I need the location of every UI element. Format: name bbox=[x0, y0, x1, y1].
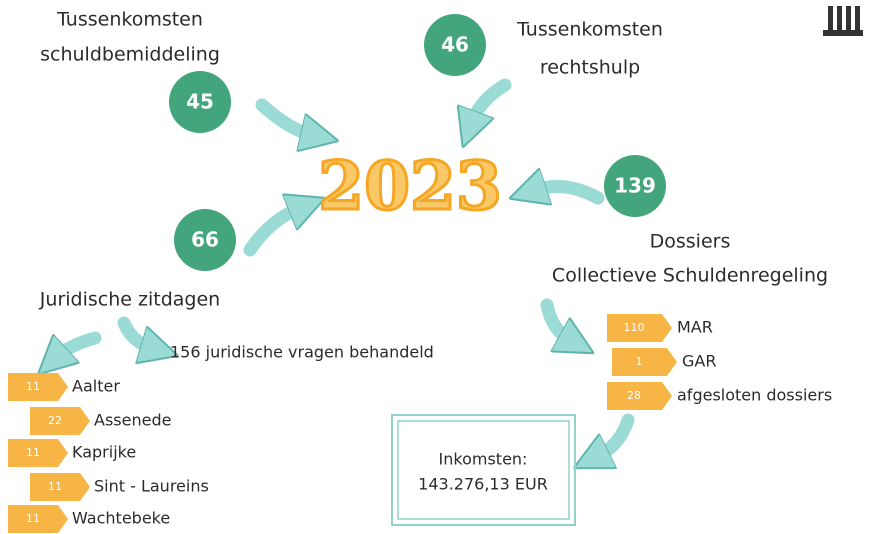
tag bbox=[8, 505, 68, 533]
questions: 156 juridische vragen behandeld bbox=[170, 343, 434, 362]
label: Juridische zitdagen bbox=[39, 289, 220, 311]
label: Collectieve Schuldenregeling bbox=[552, 265, 828, 287]
tag-name: afgesloten dossiers bbox=[677, 386, 832, 405]
icon bbox=[823, 6, 863, 36]
tag bbox=[607, 382, 672, 410]
tag-number: 22 bbox=[48, 414, 62, 427]
center-year: 2023 bbox=[318, 147, 502, 225]
tag bbox=[30, 473, 90, 501]
badge-number: 46 bbox=[441, 33, 469, 57]
label: Tussenkomsten bbox=[516, 19, 663, 41]
tag bbox=[612, 348, 677, 376]
tag-number: 28 bbox=[627, 389, 641, 402]
badge bbox=[604, 155, 666, 217]
label: rechtshulp bbox=[540, 57, 640, 79]
badge-number: 45 bbox=[186, 90, 214, 114]
tag-number: 11 bbox=[26, 446, 40, 459]
label: Dossiers bbox=[650, 231, 731, 253]
tag-name: Wachtebeke bbox=[72, 509, 170, 528]
badge-number: 139 bbox=[614, 174, 656, 198]
badge bbox=[424, 14, 486, 76]
tag-name: Assenede bbox=[94, 411, 171, 430]
badge bbox=[169, 71, 231, 133]
tag-name: Aalter bbox=[72, 377, 120, 396]
label: schuldbemiddeling bbox=[40, 44, 220, 66]
tag-number: 110 bbox=[624, 321, 645, 334]
tag-number: 11 bbox=[48, 480, 62, 493]
income-box bbox=[391, 414, 576, 526]
arrows bbox=[58, 78, 635, 456]
badge-number: 66 bbox=[191, 228, 219, 252]
income-box-inner bbox=[397, 420, 570, 520]
tag-name: Sint - Laureins bbox=[94, 477, 209, 496]
income-amount: 143.276,13 EUR bbox=[418, 475, 548, 494]
income-label: Inkomsten: bbox=[439, 450, 528, 469]
tag-number: 11 bbox=[26, 380, 40, 393]
dossier-list: 110 MAR 1 GAR 28 afgesloten dossiers bbox=[607, 314, 832, 410]
tag-name: GAR bbox=[682, 352, 716, 371]
tag bbox=[607, 314, 672, 342]
tag-number: 11 bbox=[26, 512, 40, 525]
label: Tussenkomsten bbox=[56, 9, 203, 31]
badge bbox=[174, 209, 236, 271]
tag bbox=[8, 439, 68, 467]
tag bbox=[8, 373, 68, 401]
municipality-list: 11 Aalter 22 Assenede 11 Kaprijke 11 Sint - Lau… bbox=[8, 373, 209, 533]
tag bbox=[30, 407, 90, 435]
tag-name: MAR bbox=[677, 318, 713, 337]
tag-name: Kaprijke bbox=[72, 443, 136, 462]
tag-number: 1 bbox=[636, 355, 643, 368]
